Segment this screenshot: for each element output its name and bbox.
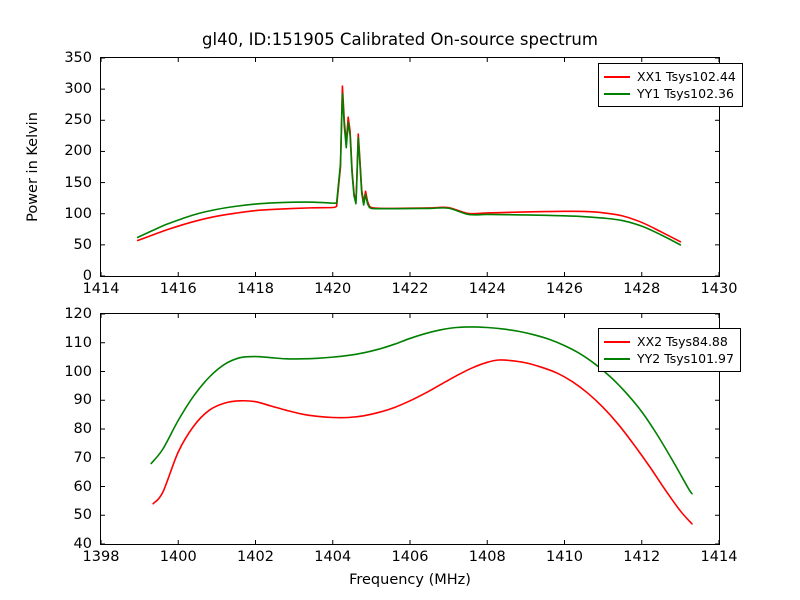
x-tick-label: 1426	[546, 281, 583, 297]
y-tick-label: 110	[64, 334, 92, 351]
legend-label-xx1: XX1 Tsys102.44	[637, 69, 736, 84]
data-series-line	[150, 326, 693, 495]
x-tick-label: 1424	[468, 281, 506, 297]
top-panel-legend: XX1 Tsys102.44 YY1 Tsys102.36	[598, 63, 743, 107]
y-tick-label: 250	[64, 112, 92, 129]
y-tick-label: 120	[64, 306, 92, 322]
legend-label-xx2: XX2 Tsys84.88	[637, 334, 728, 349]
y-tick-label: 0	[82, 268, 92, 284]
legend-label-yy1: YY1 Tsys102.36	[637, 86, 734, 101]
legend-line-swatch-xx2	[604, 340, 630, 343]
legend-item: YY1 Tsys102.36	[604, 85, 736, 102]
legend-line-swatch-yy1	[604, 92, 630, 95]
legend-item: YY2 Tsys101.97	[604, 350, 734, 367]
x-tick-label: 1402	[237, 549, 274, 565]
bottom-panel-x-axis-label: Frequency (MHz)	[349, 572, 471, 588]
legend-line-swatch-xx1	[604, 75, 630, 78]
bottom-panel-legend: XX2 Tsys84.88 YY2 Tsys101.97	[598, 328, 741, 372]
x-tick-label: 1428	[623, 281, 661, 297]
legend-item: XX1 Tsys102.44	[604, 68, 736, 85]
x-tick-label: 1410	[546, 549, 583, 565]
x-tick-label: 1398	[82, 549, 120, 565]
x-tick-label: 1414	[700, 549, 738, 565]
legend-item: XX2 Tsys84.88	[604, 333, 734, 350]
y-tick-label: 300	[64, 81, 92, 98]
y-tick-label: 80	[73, 421, 92, 437]
y-tick-label: 70	[73, 449, 92, 466]
y-tick-label: 50	[73, 236, 92, 253]
y-tick-label: 60	[73, 478, 92, 495]
legend-line-swatch-yy2	[604, 357, 630, 360]
x-tick-label: 1400	[159, 549, 197, 565]
y-tick-label: 90	[73, 392, 92, 409]
x-tick-label: 1430	[700, 281, 738, 297]
top-panel-y-axis-label: Power in Kelvin	[25, 112, 41, 222]
y-tick-label: 50	[73, 507, 92, 524]
data-series-line	[136, 92, 682, 246]
x-tick-label: 1408	[468, 549, 506, 565]
x-tick-label: 1406	[391, 549, 429, 565]
y-tick-label: 40	[73, 536, 92, 552]
x-tick-label: 1418	[237, 281, 274, 297]
figure-title: gl40, ID:151905 Calibrated On-source spe…	[202, 30, 598, 49]
legend-label-yy2: YY2 Tsys101.97	[637, 351, 734, 366]
top-panel-plot-area	[100, 57, 720, 277]
y-tick-label: 200	[64, 143, 92, 160]
data-series-line	[152, 359, 693, 525]
x-tick-label: 1412	[623, 549, 661, 565]
x-tick-label: 1404	[314, 549, 352, 565]
x-tick-label: 1420	[314, 281, 352, 297]
y-tick-label: 350	[64, 50, 92, 66]
y-tick-label: 100	[64, 205, 92, 222]
y-tick-label: 100	[64, 363, 92, 380]
x-tick-label: 1416	[159, 281, 197, 297]
y-tick-label: 150	[64, 174, 92, 191]
x-tick-label: 1422	[391, 281, 429, 297]
x-tick-label: 1414	[82, 281, 120, 297]
